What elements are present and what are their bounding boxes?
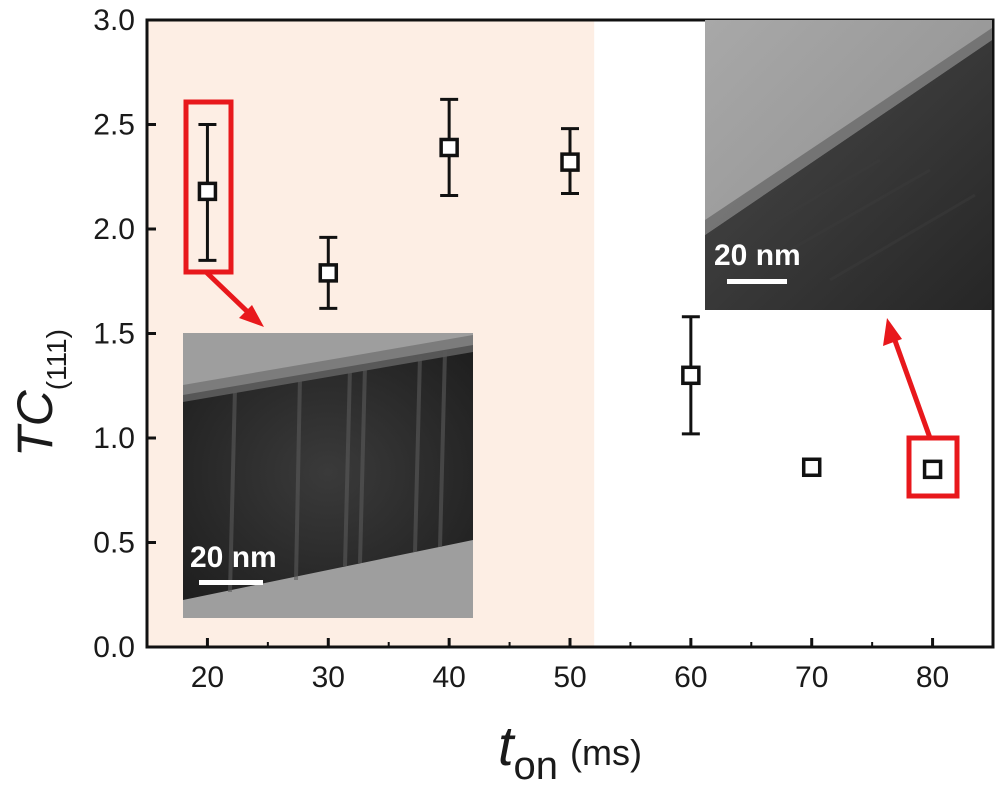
x-tick-label: 20: [191, 661, 224, 694]
square-marker: [197, 181, 218, 202]
data-point: [681, 315, 701, 436]
y-tick-label: 2.5: [93, 109, 135, 142]
y-tick-label: 1.0: [93, 422, 135, 455]
arrow-line-right: [890, 334, 933, 439]
y-tick-label: 0.5: [93, 527, 135, 560]
scale-bar-label-left: 20 nm: [190, 541, 277, 574]
y-tick-label: 0.0: [93, 631, 135, 664]
x-tick-label: 30: [312, 661, 345, 694]
x-tick-label: 80: [916, 661, 949, 694]
y-tick-label: 1.5: [93, 318, 135, 351]
y-tick-label: 2.0: [93, 213, 135, 246]
square-marker: [318, 263, 339, 283]
data-point: [197, 123, 218, 262]
data-point: [801, 457, 822, 478]
y-axis-title: TC(111): [7, 329, 72, 457]
x-tick-label: 40: [432, 661, 465, 694]
tem-inset-left: [183, 333, 473, 618]
data-point: [439, 97, 459, 198]
data-point: [318, 235, 339, 310]
data-point: [560, 127, 580, 195]
y-axis-ticks: 0.0 0.5 1.0 1.5 2.0 2.5 3.0: [93, 4, 156, 664]
data-series: [197, 97, 943, 480]
x-axis-title: ton (ms): [498, 714, 642, 786]
highlight-box-80ms: [906, 435, 960, 499]
x-tick-label: 50: [553, 661, 586, 694]
tem-inset-right: [705, 20, 992, 310]
square-marker: [922, 459, 943, 480]
square-marker: [560, 152, 580, 172]
square-marker: [681, 365, 701, 386]
scale-bar-label-right: 20 nm: [714, 239, 801, 272]
square-marker: [801, 457, 822, 478]
data-point: [922, 459, 943, 480]
arrow-line-left: [204, 270, 256, 320]
x-tick-label: 70: [795, 661, 828, 694]
arrow-head-left: [239, 305, 264, 327]
y-tick-label: 3.0: [93, 4, 135, 37]
x-tick-label: 60: [674, 661, 707, 694]
square-marker: [439, 137, 459, 158]
x-axis-ticks: 20 30 40 50 60 70 80: [191, 638, 949, 694]
highlight-annotations: [183, 99, 960, 499]
arrow-head-right: [883, 318, 902, 346]
